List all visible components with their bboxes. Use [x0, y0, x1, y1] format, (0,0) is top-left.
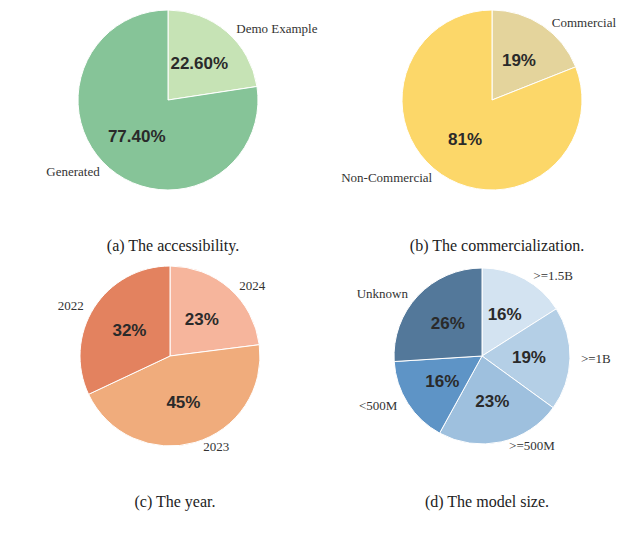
svg-text:(c) The year.: (c) The year.: [135, 493, 216, 511]
svg-text:Commercial: Commercial: [552, 15, 617, 30]
svg-text:81%: 81%: [448, 130, 482, 149]
svg-text:2024: 2024: [239, 278, 266, 293]
svg-text:2022: 2022: [58, 298, 84, 313]
svg-text:Non-Commercial: Non-Commercial: [341, 170, 432, 185]
svg-text:19%: 19%: [502, 51, 536, 70]
svg-text:>=1B: >=1B: [581, 351, 611, 366]
svg-text:77.40%: 77.40%: [108, 127, 166, 146]
svg-text:Demo Example: Demo Example: [236, 21, 317, 36]
svg-text:32%: 32%: [112, 321, 146, 340]
svg-text:2023: 2023: [203, 439, 229, 454]
svg-text:(a) The accessibility.: (a) The accessibility.: [107, 237, 239, 255]
svg-text:22.60%: 22.60%: [170, 54, 228, 73]
svg-text:>=500M: >=500M: [509, 438, 555, 453]
svg-text:45%: 45%: [166, 393, 200, 412]
svg-text:(b) The commercialization.: (b) The commercialization.: [410, 237, 584, 255]
svg-text:<500M: <500M: [359, 398, 398, 413]
svg-text:16%: 16%: [425, 372, 459, 391]
svg-text:(d) The model size.: (d) The model size.: [425, 493, 549, 511]
svg-text:26%: 26%: [431, 314, 465, 333]
svg-text:23%: 23%: [475, 392, 509, 411]
svg-text:23%: 23%: [185, 310, 219, 329]
svg-text:19%: 19%: [512, 348, 546, 367]
svg-text:16%: 16%: [488, 305, 522, 324]
svg-text:Generated: Generated: [46, 164, 100, 179]
svg-text:Unknown: Unknown: [357, 286, 409, 301]
svg-text:>=1.5B: >=1.5B: [533, 268, 573, 283]
